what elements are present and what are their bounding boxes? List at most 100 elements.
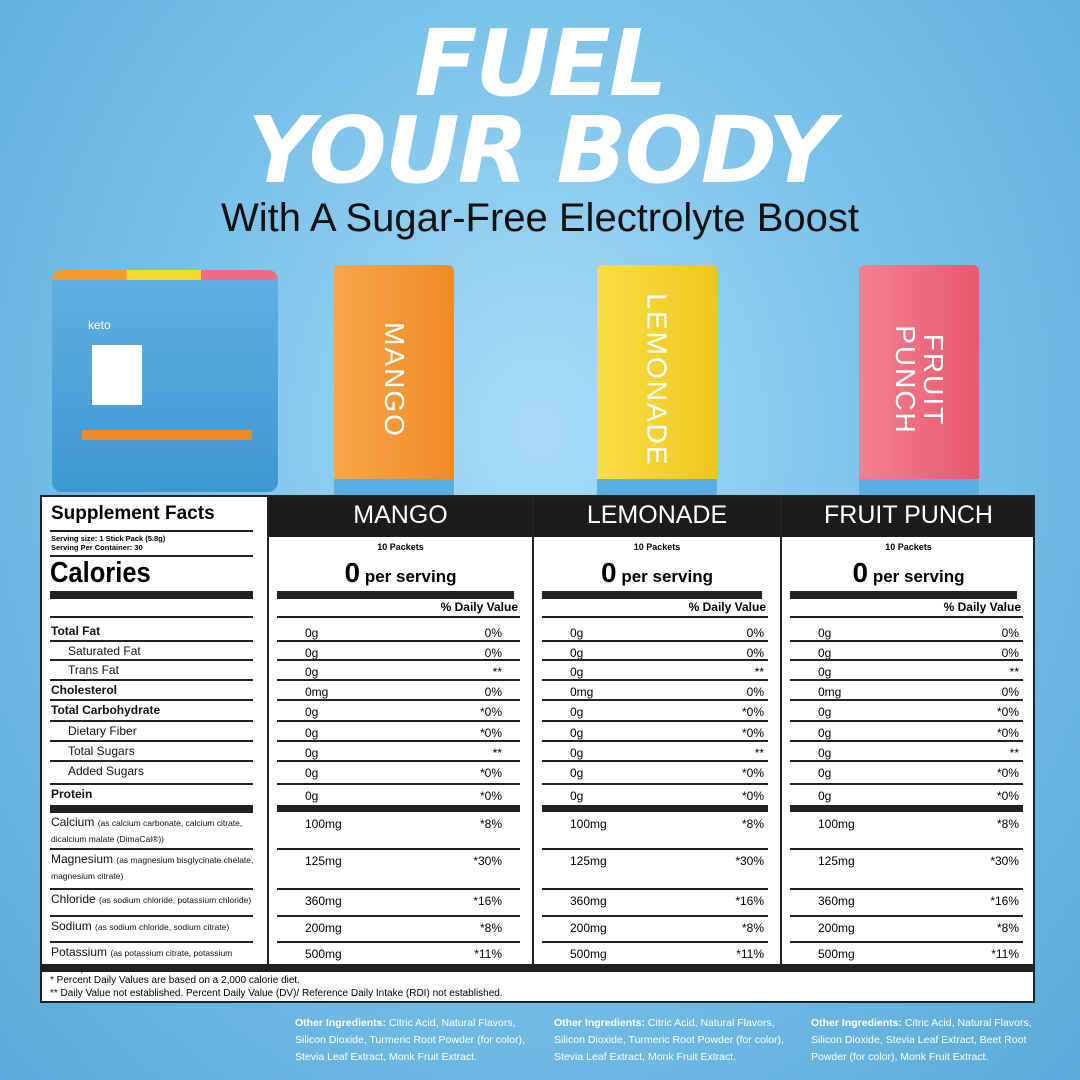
daily-value-percent: *0% [479,726,502,740]
row-divider [790,699,1023,701]
row-divider [277,659,520,661]
per-serving-label: per serving [621,567,713,586]
row-divider [277,915,520,917]
amount-value: 0g [818,746,832,760]
flavor-header-bar [267,497,1033,537]
nutrient-label-row: Saturated Fat [68,644,253,658]
row-divider [50,915,253,917]
packet-end [859,479,979,495]
thick-divider [50,805,253,812]
daily-value-percent: ** [754,665,764,679]
row-divider [50,848,253,850]
daily-value-percent: *16% [990,894,1019,908]
daily-value-percent: 0% [484,626,502,640]
calories-value: 0 [601,557,617,588]
packet-label: LEMONADE [642,293,673,467]
row-divider [542,659,768,661]
row-divider [277,640,520,642]
amount-value: 125mg [570,854,607,868]
ingredients-label: Other Ingredients: [295,1017,387,1029]
amount-value: 200mg [570,921,607,935]
daily-value-percent: *30% [735,854,764,868]
amount-value: 0g [305,766,319,780]
footnote-1: * Percent Daily Values are based on a 2,… [50,975,300,986]
amount-value: 0g [570,665,584,679]
nutrient-source-note: (as calcium carbonate, calcium citrate, … [51,818,243,844]
packet-end [334,479,454,495]
nutrient-source-note: (as magnesium bisglycinate chelate, magn… [51,855,254,881]
row-divider [277,699,520,701]
amount-value: 0mg [305,685,329,699]
row-divider [790,783,1023,785]
row-divider [542,760,768,762]
bag-band [82,430,252,440]
row-divider [790,915,1023,917]
amount-value: 125mg [305,854,342,868]
amount-value: 0g [305,665,319,679]
nutrient-name: Trans Fat [68,663,119,677]
daily-value-percent: *0% [996,766,1019,780]
amount-value: 0g [818,789,832,803]
row-divider [542,941,768,943]
nutrient-name: Total Sugars [68,744,135,758]
packet-lemonade: LEMONADE [597,265,717,495]
row-divider [50,640,253,642]
daily-value-percent: *8% [479,817,502,831]
nutrient-label-row: Total Fat [51,624,256,638]
thick-divider [790,591,1017,599]
daily-value-percent: *0% [996,789,1019,803]
amount-value: 0g [305,746,319,760]
daily-value-percent: 0% [1001,685,1019,699]
nutrient-name: Calcium [51,815,95,829]
amount-value: 0g [818,665,832,679]
row-divider [277,760,520,762]
bottom-thick-divider [42,964,1033,972]
row-divider [50,941,253,943]
row-divider [277,679,520,681]
calories-per-serving: 0 per serving [782,557,1035,589]
other-ingredients-2: Other Ingredients: Citric Acid, Natural … [554,1015,784,1066]
amount-value: 0g [305,646,319,660]
row-divider [50,811,253,813]
nutrient-label-row: Cholesterol [51,683,256,697]
daily-value-percent: *0% [741,726,764,740]
headline-line-1: FUEL [414,10,667,117]
ingredients-label: Other Ingredients: [811,1017,903,1029]
daily-value-percent: *8% [996,817,1019,831]
other-ingredients-1: Other Ingredients: Citric Acid, Natural … [295,1015,525,1066]
row-divider [50,760,253,762]
nutrient-name: Chloride [51,892,96,906]
daily-value-percent: *8% [996,921,1019,935]
packet-count: 10 Packets [885,542,932,552]
row-divider [790,941,1023,943]
amount-value: 0g [305,726,319,740]
amount-value: 0g [305,789,319,803]
nutrient-label-row: Potassium (as potassium citrate, potassi… [51,945,256,977]
thick-divider [50,591,253,599]
amount-value: 200mg [305,921,342,935]
nutrient-source-note: (as sodium chloride, potassium chloride) [99,895,252,905]
nutrient-name: Potassium [51,945,108,959]
divider [277,616,520,618]
flavor-name: FRUIT PUNCH [824,501,993,529]
row-divider [542,679,768,681]
subtitle: With A Sugar-Free Electrolyte Boost [220,196,860,240]
amount-value: 500mg [818,947,855,961]
amount-value: 500mg [570,947,607,961]
nutrient-label-row: Trans Fat [68,663,253,677]
nutrient-name: Cholesterol [51,683,118,697]
daily-value-percent: *0% [996,726,1019,740]
row-divider [542,783,768,785]
row-divider [542,699,768,701]
packet-mango: MANGO [334,265,454,495]
product-bag-image: keto [52,270,278,492]
per-serving-label: per serving [364,567,457,586]
divider [50,616,253,618]
ingredients-label: Other Ingredients: [554,1017,646,1029]
amount-value: 360mg [818,894,855,908]
calories-per-serving: 0 per serving [534,557,780,589]
nutrient-label-row: Chloride (as sodium chloride, potassium … [51,892,256,908]
bag-stripe [52,270,278,280]
nutrient-name: Magnesium [51,852,114,866]
amount-value: 0g [818,646,832,660]
